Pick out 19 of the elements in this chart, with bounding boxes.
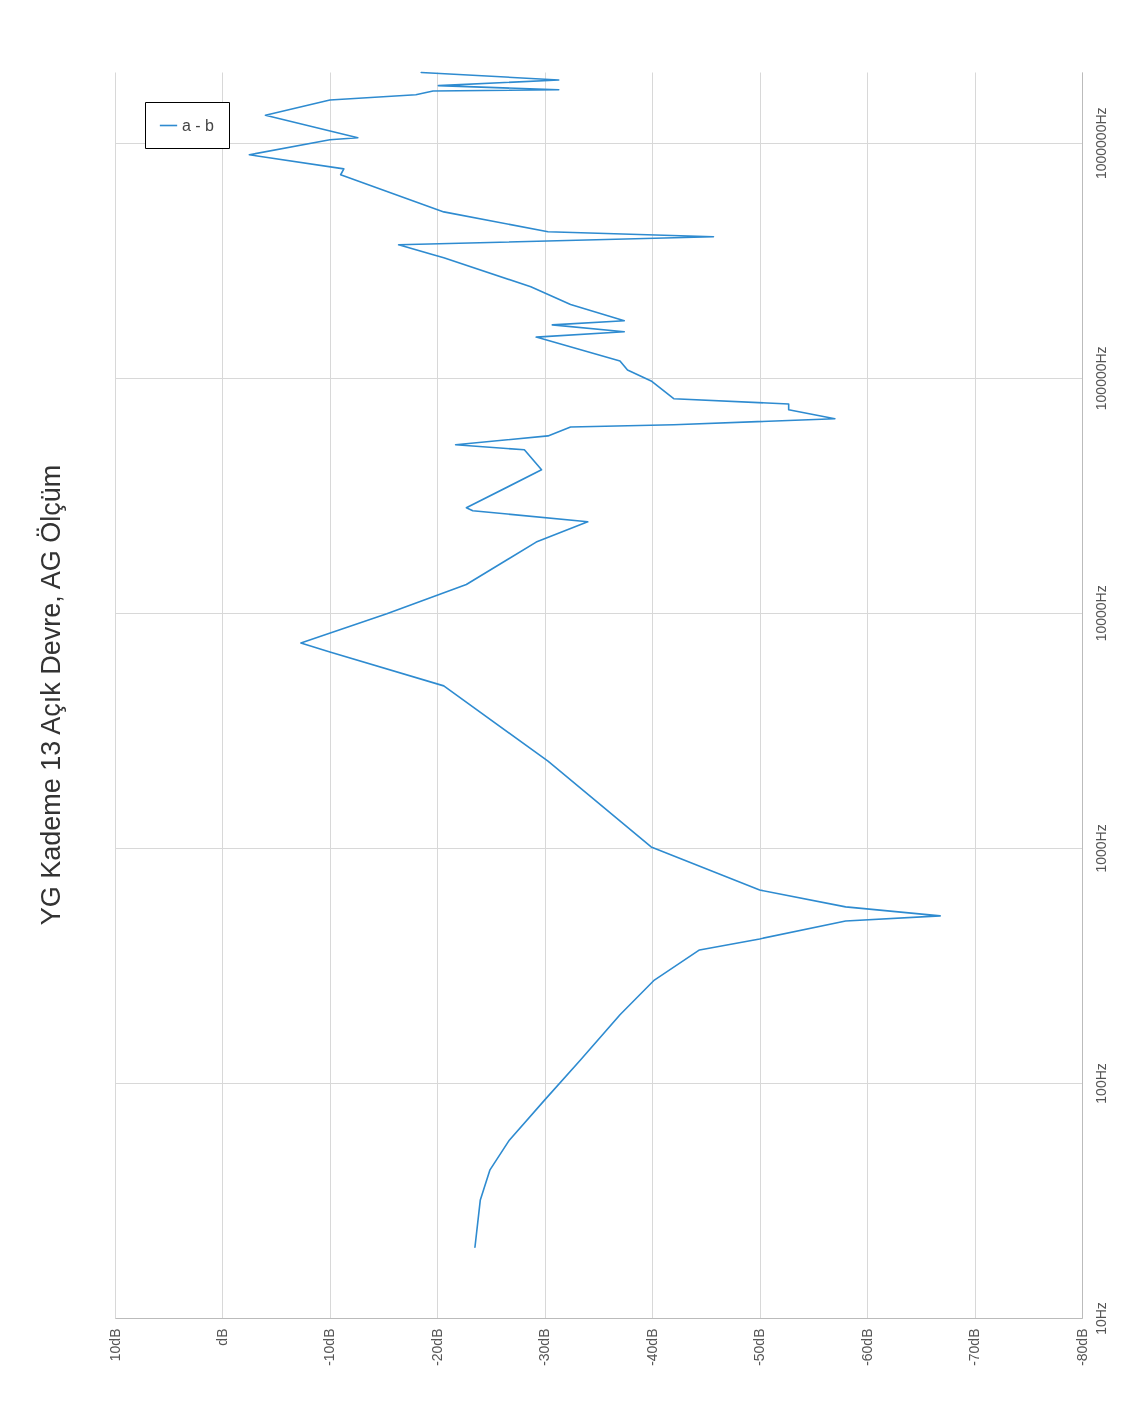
x-tick-label: -80dB [1073,1328,1090,1366]
x-tick-label: 10dB [106,1328,123,1362]
y-tick-label: 100000Hz [1092,346,1109,411]
legend-label: a - b [182,116,215,134]
x-tick-label: -50dB [751,1328,768,1366]
x-tick-label: dB [213,1328,230,1346]
x-tick-label: -40dB [643,1328,660,1366]
y-tick-label: 10000Hz [1092,585,1109,642]
text: YG Kademe 13 Açık Devre, AG Ölçüm [36,464,66,926]
y-tick-label: 1000Hz [1092,824,1109,873]
x-tick-label: -70dB [966,1328,983,1366]
x-tick-label: -10dB [321,1328,338,1366]
y-tick-label: 100Hz [1092,1063,1109,1104]
y-tick-label: 1000000Hz [1092,107,1109,180]
x-tick-label: -60dB [858,1328,875,1366]
line-series [248,71,941,1249]
x-tick-label: -20dB [428,1328,445,1366]
x-tick-label: -30dB [536,1328,553,1366]
y-tick-label: 10Hz [1092,1302,1109,1335]
